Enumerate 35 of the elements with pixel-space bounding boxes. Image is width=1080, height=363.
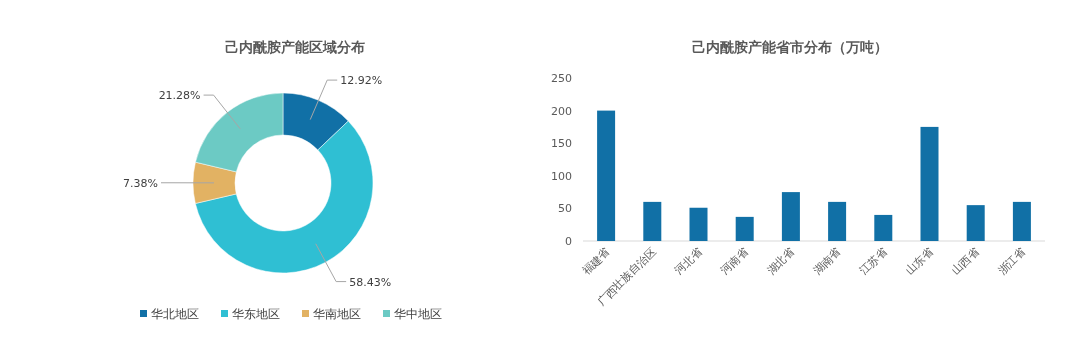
x-tick-label: 山东省: [903, 244, 936, 278]
y-tick-label: 250: [551, 72, 572, 85]
legend-label: 华南地区: [313, 307, 361, 321]
x-tick-label: 山西省: [949, 244, 982, 278]
x-tick-label: 湖南省: [810, 244, 844, 278]
bar: [597, 110, 616, 241]
x-tick-label: 河南省: [718, 244, 751, 278]
bar: [643, 201, 662, 241]
legend-label: 华中地区: [394, 307, 442, 321]
chart-title: 己内酰胺产能区域分布: [225, 39, 365, 55]
x-tick-label: 湖北省: [764, 244, 798, 278]
y-tick-label: 100: [551, 169, 572, 183]
x-tick-label: 江苏省: [856, 244, 890, 278]
legend-label: 华东地区: [232, 307, 280, 321]
x-tick-label: 福建省: [579, 244, 613, 278]
chart-title: 己内酰胺产能省市分布（万吨）: [692, 39, 888, 55]
bar: [966, 205, 985, 241]
bar: [781, 192, 800, 241]
data-label: 12.92%: [340, 74, 383, 88]
y-tick-label: 200: [551, 104, 572, 118]
y-tick-label: 50: [558, 202, 572, 216]
data-label: 58.43%: [349, 275, 392, 289]
data-label: 7.38%: [123, 176, 158, 190]
bar: [828, 201, 847, 241]
bar: [874, 214, 893, 241]
bar: [735, 216, 754, 241]
x-tick-label: 河北省: [672, 244, 705, 278]
legend-label: 华北地区: [151, 307, 199, 321]
data-label: 21.28%: [158, 89, 201, 103]
bar: [920, 126, 939, 241]
x-tick-label: 浙江省: [995, 244, 1029, 278]
y-tick-label: 0: [565, 235, 572, 248]
bar: [689, 207, 708, 241]
bar: [1012, 201, 1031, 241]
y-tick-label: 150: [551, 137, 572, 151]
